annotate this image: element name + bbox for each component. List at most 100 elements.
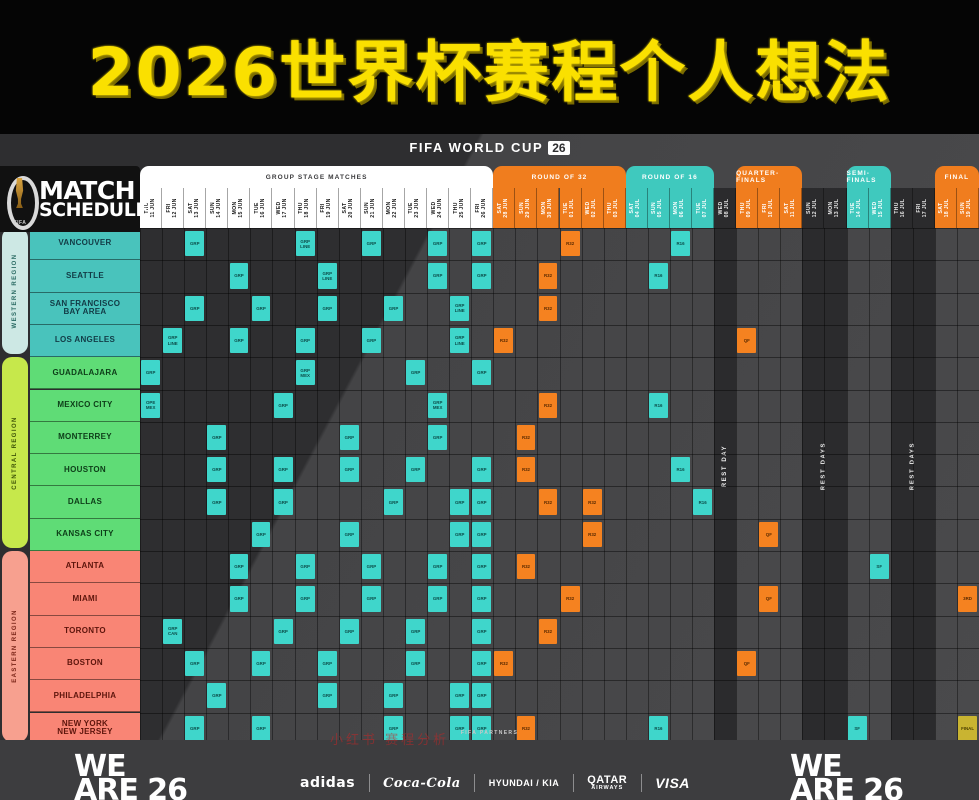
date-column-28[interactable]: FRI 10 JUL: [758, 188, 781, 228]
date-column-20[interactable]: WED 02 JUL: [581, 188, 604, 228]
match-cell[interactable]: GRP: [229, 554, 249, 580]
match-cell[interactable]: QF: [737, 650, 757, 677]
match-cell[interactable]: GRP: [141, 360, 161, 386]
match-cell[interactable]: GRP: [339, 618, 359, 644]
match-cell[interactable]: GRP: [406, 457, 426, 483]
match-cell[interactable]: R16: [649, 715, 668, 741]
city-row-kansas-city[interactable]: KANSAS CITY: [30, 518, 140, 551]
date-column-23[interactable]: SUN 05 JUL: [647, 188, 670, 228]
date-column-22[interactable]: SAT 04 JUL: [625, 188, 648, 228]
city-row-guadalajara[interactable]: GUADALAJARA: [30, 357, 140, 390]
match-cell[interactable]: OPE MEX: [141, 392, 161, 418]
date-column-17[interactable]: SUN 29 JUN: [515, 188, 538, 228]
date-column-36[interactable]: SAT 18 JUL: [934, 188, 957, 228]
match-cell[interactable]: GRP: [450, 489, 470, 515]
match-cell[interactable]: GRP: [251, 715, 271, 741]
city-row-boston[interactable]: BOSTON: [30, 647, 140, 681]
match-cell[interactable]: GRP: [295, 327, 315, 354]
match-cell[interactable]: GRP: [361, 231, 381, 257]
city-row-toronto[interactable]: TORONTO: [30, 615, 140, 648]
match-cell[interactable]: GRP: [295, 586, 315, 612]
match-cell[interactable]: GRP: [406, 618, 426, 644]
match-cell[interactable]: R32: [516, 457, 536, 483]
date-column-25[interactable]: TUE 07 JUL: [691, 188, 715, 228]
match-cell[interactable]: GRP: [251, 295, 271, 321]
match-cell[interactable]: R16: [649, 263, 668, 289]
match-cell[interactable]: GRP: [251, 650, 271, 677]
match-cell[interactable]: GRP: [229, 327, 249, 354]
match-cell[interactable]: R16: [671, 457, 690, 483]
match-cell[interactable]: GRP: [207, 457, 227, 483]
date-column-29[interactable]: SAT 11 JUL: [780, 188, 803, 228]
match-cell[interactable]: GRP: [384, 489, 403, 515]
match-cell[interactable]: 3RD: [958, 586, 977, 612]
match-cell[interactable]: GRP: [185, 715, 205, 741]
match-cell[interactable]: GRP LINE: [450, 295, 470, 321]
match-cell[interactable]: R32: [494, 650, 514, 677]
date-column-16[interactable]: SAT 28 JUN: [493, 188, 516, 228]
date-column-12[interactable]: TUE 23 JUN: [404, 188, 428, 228]
match-cell[interactable]: FINAL: [958, 715, 977, 741]
date-column-9[interactable]: SAT 20 JUN: [338, 188, 361, 228]
city-row-new-york-new-jersey[interactable]: NEW YORK NEW JERSEY: [30, 712, 140, 745]
match-cell[interactable]: R32: [538, 392, 558, 418]
match-cell[interactable]: GRP: [472, 521, 492, 547]
date-column-21[interactable]: THU 03 JUL: [603, 188, 626, 228]
match-cell[interactable]: GRP: [450, 521, 470, 547]
date-column-31[interactable]: MON 13 JUL: [824, 188, 847, 228]
match-cell[interactable]: R32: [494, 327, 514, 354]
match-cell[interactable]: GRP: [185, 650, 205, 677]
match-cell[interactable]: R32: [516, 554, 536, 580]
match-cell[interactable]: R16: [693, 489, 713, 515]
match-cell[interactable]: GRP: [472, 457, 492, 483]
match-cell[interactable]: GRP: [207, 683, 227, 709]
city-row-miami[interactable]: MIAMI: [30, 583, 140, 616]
match-cell[interactable]: R32: [538, 263, 558, 289]
date-column-7[interactable]: THU 18 JUN: [294, 188, 317, 228]
match-cell[interactable]: GRP LINE: [295, 231, 315, 257]
city-row-seattle[interactable]: SEATTLE: [30, 260, 140, 293]
match-cell[interactable]: GRP: [428, 554, 448, 580]
match-cell[interactable]: R32: [582, 521, 602, 547]
city-row-mexico-city[interactable]: MEXICO CITY: [30, 389, 140, 422]
city-row-san-francisco-bay-area[interactable]: SAN FRANCISCO BAY AREA: [30, 292, 140, 325]
date-column-33[interactable]: WED 15 JUL: [868, 188, 891, 228]
date-column-18[interactable]: MON 30 JUN: [537, 188, 560, 228]
date-column-4[interactable]: MON 15 JUN: [228, 188, 251, 228]
match-cell[interactable]: GRP: [406, 360, 426, 386]
match-cell[interactable]: GRP: [273, 392, 293, 418]
match-cell[interactable]: GRP: [472, 489, 492, 515]
date-column-15[interactable]: FRI 26 JUN: [471, 188, 494, 228]
date-column-13[interactable]: WED 24 JUN: [427, 188, 450, 228]
match-cell[interactable]: R32: [560, 586, 580, 612]
match-cell[interactable]: GRP: [472, 650, 492, 677]
match-cell[interactable]: GRP: [207, 424, 227, 451]
date-column-35[interactable]: FRI 17 JUL: [913, 188, 935, 228]
match-cell[interactable]: SF: [869, 554, 889, 580]
match-cell[interactable]: GRP: [472, 618, 492, 644]
match-cell[interactable]: GRP: [273, 618, 293, 644]
match-cell[interactable]: GRP: [361, 586, 381, 612]
date-column-0[interactable]: THU 11 JUN: [140, 188, 163, 228]
match-cell[interactable]: GRP: [339, 457, 359, 483]
match-cell[interactable]: GRP: [339, 521, 359, 547]
date-column-3[interactable]: SUN 14 JUN: [206, 188, 229, 228]
date-column-19[interactable]: TUE 01 JUL: [559, 188, 582, 228]
city-row-dallas[interactable]: DALLAS: [30, 486, 140, 519]
date-column-11[interactable]: MON 22 JUN: [382, 188, 405, 228]
match-cell[interactable]: GRP: [273, 489, 293, 515]
match-cell[interactable]: R16: [649, 392, 668, 418]
match-cell[interactable]: R16: [671, 231, 690, 257]
match-cell[interactable]: GRP MEX: [295, 360, 315, 386]
match-cell[interactable]: GRP: [361, 327, 381, 354]
date-column-24[interactable]: MON 06 JUL: [669, 188, 692, 228]
match-cell[interactable]: SF: [847, 715, 867, 741]
match-cell[interactable]: GRP: [384, 683, 403, 709]
match-cell[interactable]: GRP LINE: [317, 263, 337, 289]
match-cell[interactable]: GRP: [450, 715, 470, 741]
date-column-27[interactable]: THU 09 JUL: [736, 188, 759, 228]
match-cell[interactable]: GRP: [428, 424, 448, 451]
match-cell[interactable]: GRP: [251, 521, 271, 547]
match-cell[interactable]: GRP: [472, 683, 492, 709]
city-row-atlanta[interactable]: ATLANTA: [30, 551, 140, 584]
